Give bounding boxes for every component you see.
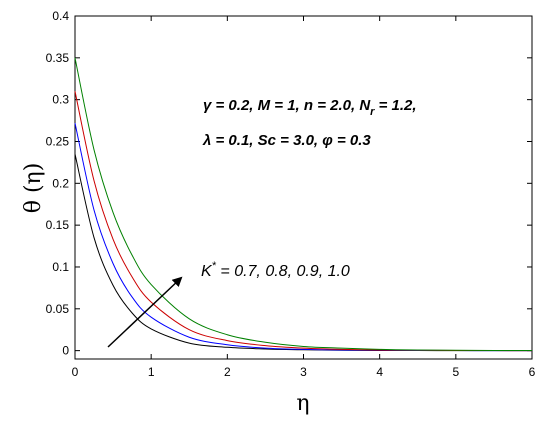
y-axis-label: θ (η) bbox=[21, 163, 46, 214]
y-tick-label-8: 0.4 bbox=[52, 9, 69, 23]
params-line1-text: γ = 0.2, M = 1, n = 2.0, N bbox=[203, 97, 371, 114]
y-tick-label-5: 0.25 bbox=[46, 134, 70, 148]
trend-arrow bbox=[107, 276, 183, 348]
y-tick-label-2: 0.1 bbox=[52, 260, 69, 274]
k-superscript: * bbox=[212, 260, 217, 272]
params-line1-subscript: r bbox=[370, 106, 375, 118]
x-tick-label-3: 3 bbox=[300, 365, 307, 379]
y-tick-label-4: 0.2 bbox=[52, 176, 69, 190]
ticks-group: 0 1 2 3 4 5 6 0 0.05 0.1 0.15 0.2 0.25 0.3 0.35 0.4 bbox=[46, 9, 536, 379]
y-tick-label-6: 0.3 bbox=[52, 93, 69, 107]
plot-area bbox=[74, 15, 533, 360]
series-group bbox=[74, 57, 533, 352]
x-tick-label-4: 4 bbox=[376, 365, 383, 379]
x-tick-label-0: 0 bbox=[72, 365, 79, 379]
y-tick-label-0: 0 bbox=[62, 344, 69, 358]
y-tick-label-1: 0.05 bbox=[46, 302, 70, 316]
x-tick-label-1: 1 bbox=[148, 365, 155, 379]
x-tick-label-2: 2 bbox=[224, 365, 231, 379]
k-annotation: K* = 0.7, 0.8, 0.9, 1.0 bbox=[201, 260, 350, 280]
k-label: K bbox=[201, 263, 213, 280]
y-tick-label-7: 0.35 bbox=[46, 51, 70, 65]
params-annotation-line2: λ = 0.1, Sc = 3.0, φ = 0.3 bbox=[202, 132, 371, 149]
k-values: = 0.7, 0.8, 0.9, 1.0 bbox=[216, 263, 350, 280]
x-axis-label: η bbox=[296, 391, 309, 416]
y-tick-label-3: 0.15 bbox=[46, 218, 70, 232]
params-line1-end: = 1.2, bbox=[374, 97, 416, 114]
params-annotation-line1: γ = 0.2, M = 1, n = 2.0, Nr = 1.2, bbox=[203, 97, 417, 118]
x-tick-label-5: 5 bbox=[452, 365, 459, 379]
x-tick-label-6: 6 bbox=[529, 365, 536, 379]
series-line-3 bbox=[74, 57, 533, 352]
